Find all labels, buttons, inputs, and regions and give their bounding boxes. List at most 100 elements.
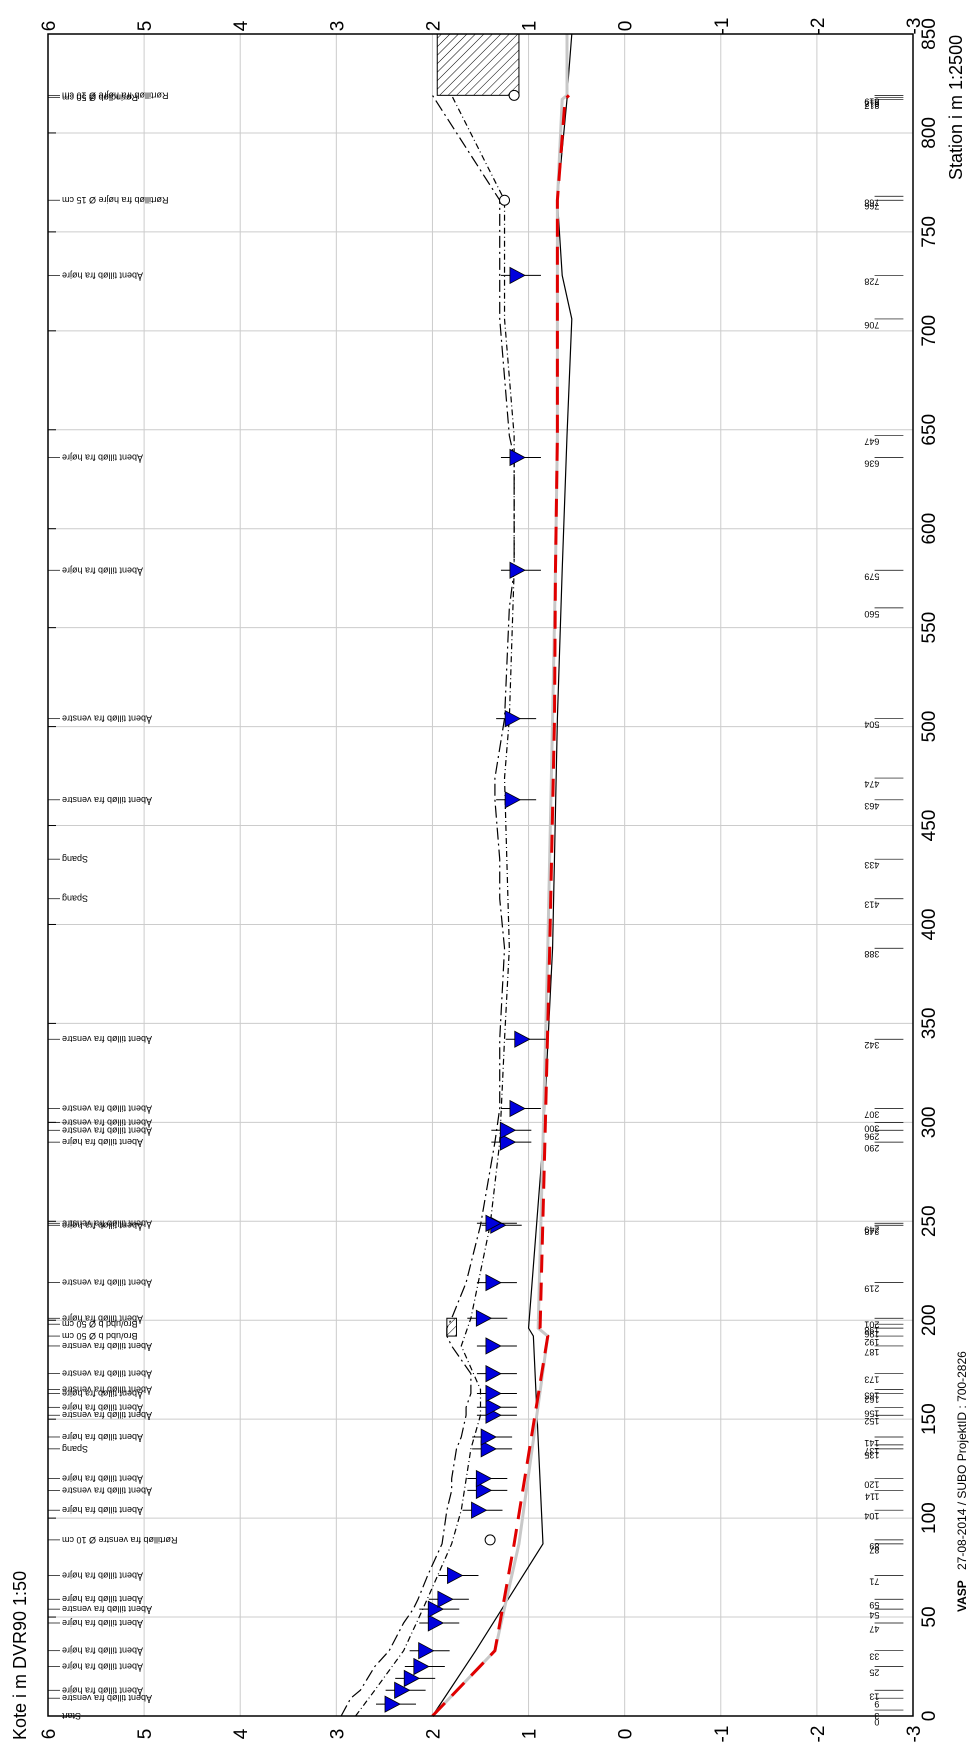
annotation-label: Åbent tilløb fra højre [62,1313,143,1323]
water-level-marker [427,1614,445,1632]
y-tick-label-top: 2 [423,21,444,32]
annotation-label: Åbent tilløb fra venstre [62,795,152,805]
x-tick-label: 150 [919,1403,940,1435]
station-label: 647 [864,437,879,447]
y-tick-label-top: 5 [135,21,156,32]
annotation-label: Åbent tilløb fra højre [62,1571,143,1581]
annotation-label: Rørtilløb fra højre Ø 10 cm [62,90,169,100]
grid-lines [47,33,914,1717]
y-tick-label-top: -2 [808,18,829,35]
station-label: 768 [864,197,879,207]
station-label: 187 [864,1347,879,1357]
y-tick-label-bottom: -2 [808,1726,829,1743]
water-level-marker [499,1121,517,1139]
y-tick-label-top: 4 [231,20,252,31]
x-tick-label: 250 [919,1205,940,1237]
water-level-marker [437,1590,454,1608]
station-label: 463 [864,801,879,811]
water-level-marker [509,1099,526,1118]
x-tick-label: 0 [919,1711,940,1722]
annotation-label: Åbent tilløb fra venstre [62,1369,152,1379]
x-tick-label: 300 [919,1107,940,1139]
station-label: 728 [864,276,879,286]
station-label: 59 [869,1600,879,1610]
x-tick-label: 400 [919,909,940,941]
station-label: 192 [864,1337,879,1347]
pipe-marker [508,89,520,101]
water-level-marker [514,1030,531,1048]
x-tick-label: 100 [919,1502,940,1534]
water-level-marker [480,1428,497,1446]
annotation-label: Åbent tilløb fra venstre [62,1485,152,1495]
water-level-marker [427,1600,445,1618]
pipe-marker [499,194,511,206]
station-label: 819 [864,96,879,106]
water-level-marker [475,1309,493,1327]
y-axis-title: Kote i m DVR90 1:50 [10,1571,30,1740]
station-label: 173 [864,1375,879,1385]
y-tick-label-bottom: 6 [39,1729,60,1740]
culvert [436,33,520,96]
water-level-marker [475,1481,493,1500]
water-level-marker [413,1657,430,1676]
water-level-marker [504,710,521,728]
annotation-label: Åbent tilløb fra venstre [62,1125,152,1135]
station-label: 165 [864,1390,879,1400]
station-label: 25 [869,1668,879,1678]
x-tick-label: 550 [919,612,940,644]
station-label: 342 [864,1040,879,1050]
footer-credit: 27-08-2014 / SUBO ProjektID : 700-2826 [955,1351,969,1570]
series-regulation-line [431,94,570,1718]
station-label: 54 [869,1610,879,1620]
series-bank-top [355,95,515,1717]
y-tick-label-bottom: 1 [520,1729,541,1740]
y-tick-label-top: 6 [39,21,60,32]
pipe-marker [484,1534,496,1546]
station-label: 141 [864,1438,879,1448]
station-label: 196 [864,1329,879,1339]
station-label: 9 [874,1699,879,1709]
station-label: 474 [864,779,879,789]
annotation-label: Åbent tilløb fra højre [62,1685,143,1695]
y-tick-label-bottom: 4 [231,1728,252,1739]
y-tick-label-bottom: 0 [616,1729,637,1740]
annotation-label: Spang [62,854,88,864]
annotation-label: Åbent tilløb fra højre [62,1432,143,1442]
station-label: 766 [864,201,879,211]
water-level-marker [485,1384,502,1403]
annotation-label: Åbent tilløb fra højre [62,565,143,575]
station-label: 636 [864,458,879,468]
y-tick-label-top: 0 [616,21,637,32]
x-tick-label: 200 [919,1304,940,1336]
station-label: 89 [869,1541,879,1551]
x-tick-label: 500 [919,711,940,743]
station-label: 433 [864,860,879,870]
x-tick-label: 350 [919,1008,940,1040]
culvert [446,1317,457,1337]
station-label: 137 [864,1446,879,1456]
station-label: 104 [864,1511,879,1521]
annotation-label: Åbent tilløb fra højre [62,1594,143,1604]
annotation-label: Åbent tilløb fra venstre [62,1117,152,1127]
annotation-label: Åbent tilløb fra venstre [62,714,152,724]
station-label: 198 [864,1325,879,1335]
y-tick-label-bottom: -3 [904,1726,925,1743]
water-level-marker [499,1133,517,1151]
station-label: 71 [869,1577,879,1587]
station-label: 560 [864,609,879,619]
station-label: 47 [869,1624,879,1634]
station-label: 249 [864,1224,879,1234]
station-label: 504 [864,720,879,730]
annotation-label: Åbent tilløb fra venstre [62,1693,152,1703]
station-label: 296 [864,1131,879,1141]
annotation-label: Åbent tilløb fra højre [62,1388,143,1398]
axes: 66554433221100-1-1-2-2-3-305010015020025… [39,18,940,1743]
annotation-label: Åbent tilløb fra højre [62,1474,143,1484]
station-label: 152 [864,1416,879,1426]
annotation-label: Åbent tilløb fra venstre [62,1341,152,1351]
water-level-marker [403,1669,421,1688]
y-tick-label-top: 1 [520,21,541,32]
station-label: 818 [864,98,879,108]
